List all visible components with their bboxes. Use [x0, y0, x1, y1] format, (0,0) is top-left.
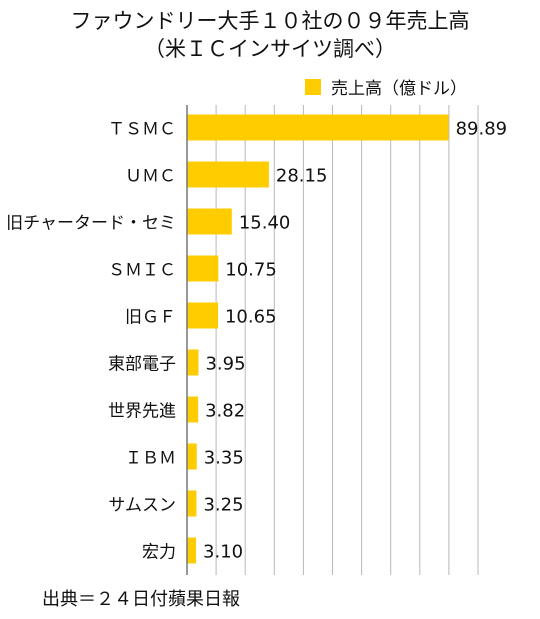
category-label: 東部電子 [108, 355, 176, 375]
category-label: ＩＢＭ [125, 449, 176, 469]
bar [187, 537, 197, 564]
value-label: 3.25 [203, 495, 243, 516]
category-label: ＵＭＣ [125, 167, 176, 187]
value-label: 3.10 [203, 542, 243, 563]
value-label: 10.75 [225, 260, 277, 281]
bar [187, 349, 199, 376]
category-label: ＳＭＩＣ [108, 261, 176, 281]
bar [187, 490, 197, 517]
value-label: 15.40 [239, 213, 291, 234]
bar [187, 208, 232, 235]
category-label: 宏力 [142, 543, 176, 563]
bar [187, 396, 199, 423]
bar [187, 443, 197, 470]
legend-swatch [305, 79, 321, 95]
value-label: 3.82 [205, 401, 245, 422]
value-label: 10.65 [225, 307, 277, 328]
bar [187, 161, 269, 188]
bar [187, 302, 218, 329]
chart-subtitle: （米ＩＣインサイツ調べ） [144, 37, 396, 61]
bar [187, 114, 449, 141]
bar [187, 255, 219, 282]
value-label: 28.15 [276, 166, 328, 187]
value-label: 3.35 [204, 448, 244, 469]
category-label: サムスン [108, 496, 176, 516]
category-label: 世界先進 [108, 402, 176, 422]
value-label: 3.95 [205, 354, 245, 375]
source-note: 出典＝２４日付蘋果日報 [42, 589, 240, 610]
chart-title: ファウンドリー大手１０社の０９年売上高 [70, 9, 470, 33]
category-label: 旧ＧＦ [125, 308, 176, 328]
value-label: 89.89 [456, 119, 508, 140]
category-label: 旧チャータード・セミ [6, 214, 176, 234]
category-label: ＴＳＭＣ [108, 120, 176, 140]
legend-label: 売上高（億ドル） [331, 79, 467, 99]
